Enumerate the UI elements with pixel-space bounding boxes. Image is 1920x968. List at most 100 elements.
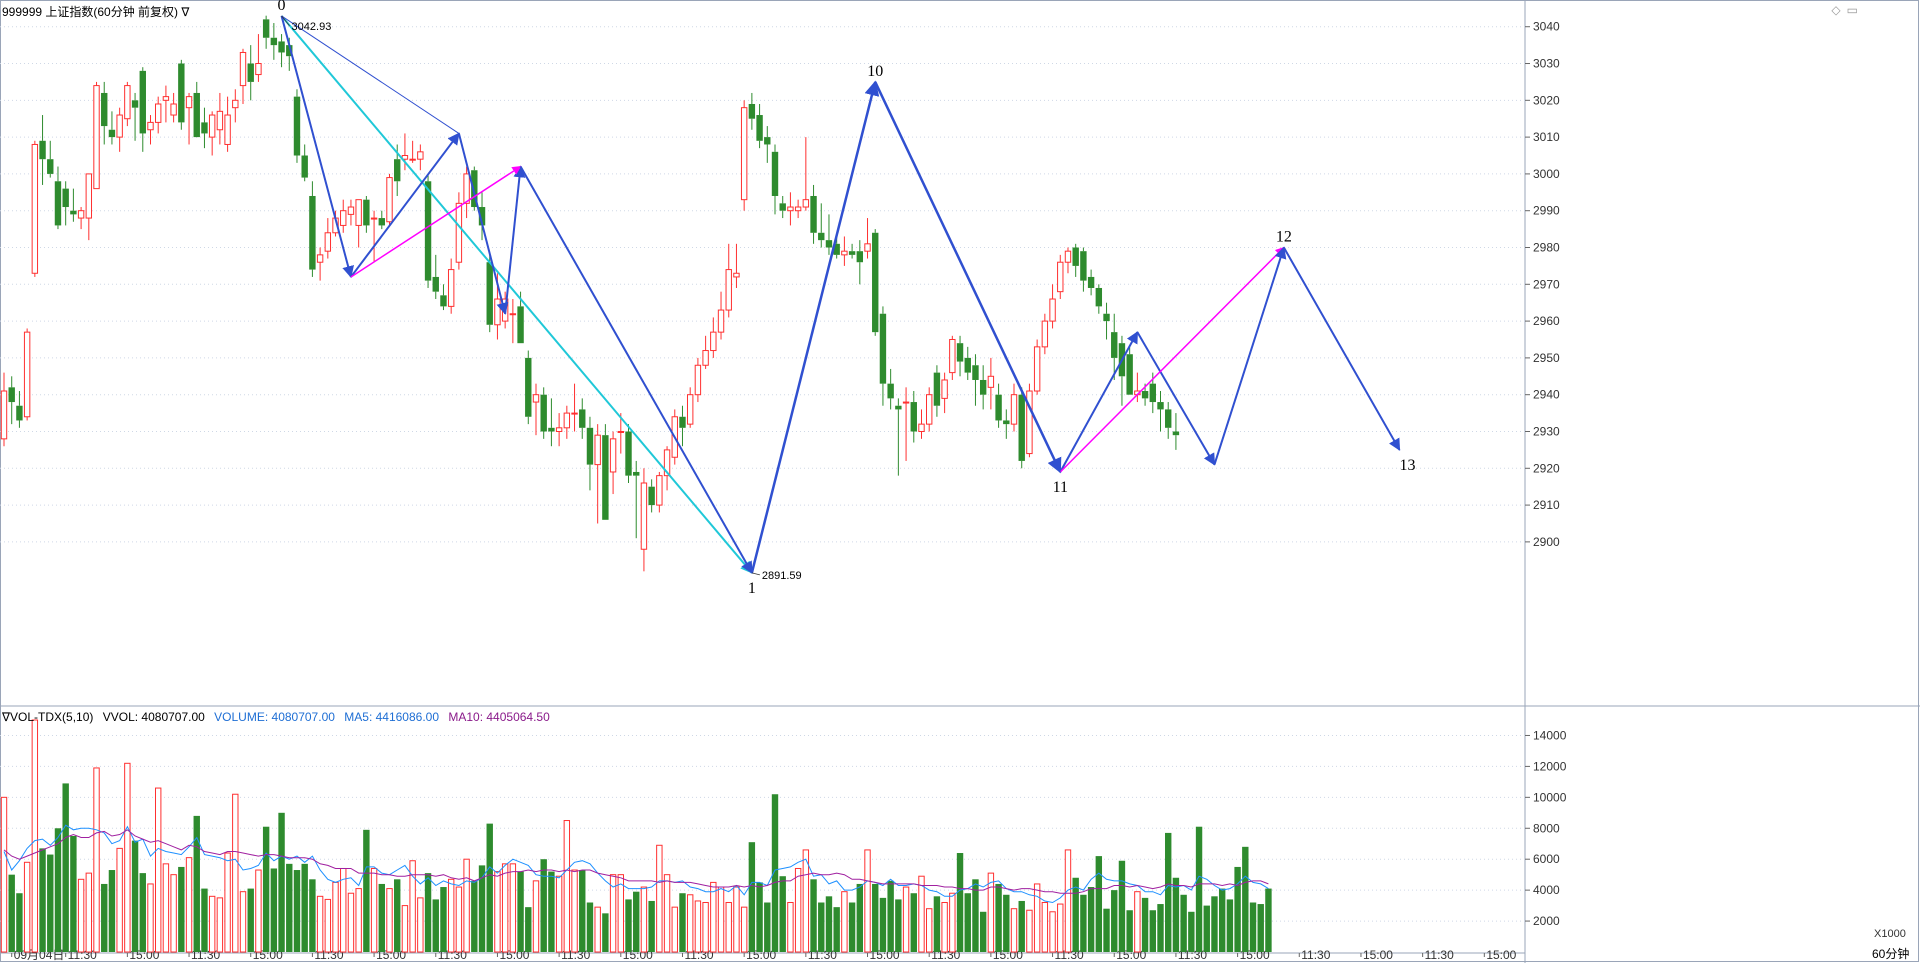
volume-bar bbox=[910, 893, 917, 952]
volume-bar bbox=[972, 879, 979, 952]
candle bbox=[841, 236, 848, 266]
candle bbox=[941, 372, 948, 414]
volume-bar bbox=[756, 882, 763, 952]
candle bbox=[239, 48, 247, 104]
volume-bar bbox=[640, 886, 648, 953]
candle-body bbox=[787, 206, 794, 212]
candle bbox=[1080, 247, 1087, 292]
extreme-price-label: 2891.59 bbox=[762, 570, 802, 582]
candle-body bbox=[1080, 251, 1087, 281]
volume-bar bbox=[609, 874, 617, 953]
candle bbox=[779, 195, 786, 219]
candle-body bbox=[162, 96, 170, 101]
candle bbox=[933, 365, 941, 417]
candle-body bbox=[1149, 383, 1156, 403]
candle bbox=[1126, 346, 1133, 395]
candle-body bbox=[979, 379, 987, 395]
candle-body bbox=[232, 99, 239, 109]
volume-bar bbox=[1211, 896, 1218, 952]
candle-body bbox=[879, 313, 887, 384]
candle-body bbox=[586, 427, 594, 465]
wave-label: 12 bbox=[1276, 229, 1292, 246]
diamond-icon[interactable]: ◇ bbox=[1831, 3, 1841, 17]
wave-line-blue bbox=[1283, 247, 1400, 451]
extreme-leader bbox=[751, 572, 760, 576]
volume-bar bbox=[710, 881, 717, 953]
price-axis: 3040 3030 3020 3010 3000 2990 2980 2970 2960 2950… bbox=[0, 20, 1560, 549]
candle bbox=[1087, 269, 1095, 296]
volume-bar bbox=[764, 902, 771, 952]
volume-bar bbox=[602, 913, 609, 952]
period-label[interactable]: 60分钟 bbox=[1872, 947, 1910, 961]
candle bbox=[54, 166, 62, 230]
volume-bar bbox=[748, 842, 756, 952]
candle bbox=[131, 92, 139, 141]
volume-bar bbox=[648, 900, 655, 952]
candle bbox=[316, 247, 324, 281]
volume-bar bbox=[378, 883, 385, 952]
candle bbox=[16, 391, 23, 428]
volume-bar bbox=[1033, 883, 1041, 953]
candle bbox=[879, 306, 887, 406]
volume-bar bbox=[463, 858, 470, 953]
volume-bar bbox=[1041, 902, 1049, 953]
volume-bar bbox=[1141, 897, 1149, 952]
window-icon[interactable]: ▭ bbox=[1846, 3, 1858, 17]
candle bbox=[872, 229, 879, 336]
volume-bar bbox=[926, 908, 933, 953]
time-tick-label: 11:30 bbox=[1301, 948, 1330, 962]
volume-bar bbox=[424, 873, 432, 952]
candle bbox=[1018, 387, 1025, 469]
candle-body bbox=[224, 114, 231, 145]
candle-body bbox=[663, 449, 671, 477]
volume-bar bbox=[139, 873, 146, 952]
candle bbox=[995, 383, 1002, 428]
candle bbox=[525, 350, 532, 425]
volume-bar bbox=[201, 888, 208, 952]
volume-bar bbox=[787, 902, 794, 953]
volume-bar bbox=[1111, 890, 1118, 952]
ma10-value: MA10: 4405064.50 bbox=[448, 710, 550, 724]
volume-indicator-name[interactable]: ∇VOL-TDX(5,10) bbox=[2, 710, 94, 724]
candle-body bbox=[725, 269, 732, 311]
wave-label: 1 bbox=[748, 580, 756, 597]
candle bbox=[432, 254, 439, 300]
volume-bar bbox=[23, 861, 31, 953]
candle-body bbox=[85, 173, 93, 219]
volume-bar bbox=[47, 854, 54, 952]
volume-bar bbox=[39, 848, 46, 952]
volume-bar bbox=[101, 883, 108, 952]
volume-bar bbox=[324, 898, 332, 953]
price-tick-label: 2990 bbox=[1533, 204, 1560, 218]
chart-title[interactable]: 999999 上证指数(60分钟 前复权) ∇ bbox=[2, 5, 190, 19]
candle-body bbox=[602, 435, 609, 520]
volume-bar bbox=[694, 900, 702, 953]
volume-bar bbox=[471, 880, 478, 952]
candle-body bbox=[77, 210, 85, 219]
candle-body bbox=[494, 298, 501, 326]
candle-body bbox=[694, 364, 702, 396]
candle bbox=[255, 34, 262, 82]
candle bbox=[1095, 284, 1103, 314]
volume-bar bbox=[702, 902, 709, 953]
volume-bar bbox=[340, 867, 347, 953]
volume-bar bbox=[1134, 891, 1141, 953]
wave-label: 0 bbox=[278, 0, 286, 14]
wave-line-blue bbox=[1136, 331, 1216, 466]
candle bbox=[733, 243, 740, 288]
volume-bar bbox=[440, 887, 447, 952]
candle bbox=[101, 81, 108, 145]
wave-labels: 0 1 10 11 12 13 bbox=[278, 0, 1416, 597]
volume-indicator-header: ∇VOL-TDX(5,10) VVOL: 4080707.00 VOLUME: … bbox=[2, 710, 556, 724]
wave-label: 13 bbox=[1400, 457, 1416, 474]
volume-bar bbox=[802, 849, 810, 953]
candle-body bbox=[748, 103, 756, 119]
candle-body bbox=[517, 306, 524, 344]
candle bbox=[794, 199, 802, 219]
candle-body bbox=[23, 331, 31, 418]
volume-bar bbox=[262, 826, 270, 952]
candle-body bbox=[424, 181, 432, 281]
price-tick-label: 2900 bbox=[1533, 535, 1560, 549]
